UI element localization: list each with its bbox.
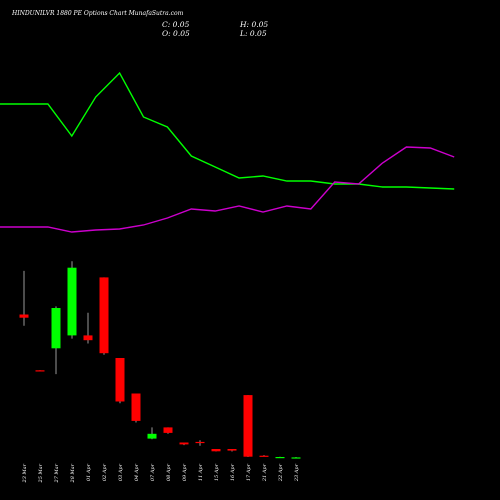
candle-body [259, 455, 269, 457]
candle-body [211, 449, 221, 452]
candle-body [163, 427, 173, 433]
x-tick-label: 08 Apr [166, 463, 172, 481]
candle-body [115, 358, 125, 402]
readout-low: L: 0.05 [239, 29, 267, 38]
candle-body [35, 370, 45, 372]
candle [227, 449, 237, 452]
candle-body [99, 277, 109, 354]
candle-body [227, 449, 237, 451]
x-tick-label: 11 Apr [198, 463, 204, 481]
x-tick-label: 15 Apr [214, 463, 220, 481]
candle [195, 440, 205, 446]
candle-body [83, 335, 93, 341]
x-tick-label: 04 Apr [134, 463, 140, 481]
chart-title: HINDUNILVR 1880 PE Options Chart MunafaS… [11, 10, 184, 17]
x-tick-label: 16 Apr [230, 463, 236, 481]
candle-body [243, 395, 253, 457]
x-tick-label: 17 Apr [246, 463, 252, 481]
candle [131, 393, 141, 423]
x-tick-label: 01 Apr [86, 463, 92, 481]
candle-body [19, 314, 29, 318]
readout-open: O: 0.05 [162, 29, 190, 38]
candle [115, 358, 125, 404]
x-tick-label: 02 Apr [102, 463, 108, 481]
candle [67, 261, 77, 339]
readout-close: C: 0.05 [162, 20, 190, 29]
x-tick-label: 23 Apr [294, 463, 300, 482]
candle [19, 270, 29, 326]
x-tick-label: 27 Mar [54, 463, 60, 483]
x-tick-label: 28 Mar [70, 463, 76, 483]
candle [259, 455, 269, 457]
x-tick-label: 25 Mar [38, 463, 44, 483]
candle-body [195, 441, 205, 444]
candle [99, 277, 109, 355]
candle [51, 306, 61, 375]
candles [19, 261, 301, 459]
candle [291, 457, 301, 459]
candle-body [147, 433, 157, 439]
overlay-line-2 [0, 146, 455, 233]
candle [163, 427, 173, 434]
candle [179, 442, 189, 446]
candle [211, 449, 221, 452]
candle [35, 370, 45, 372]
x-tick-label: 21 Apr [262, 463, 268, 482]
x-tick-label: 03 Apr [118, 463, 124, 481]
candle [275, 456, 285, 459]
candle [147, 427, 157, 440]
x-tick-label: 22 Apr [278, 463, 284, 482]
overlay-lines [0, 71, 455, 233]
candle [243, 395, 253, 457]
candle-body [131, 393, 141, 421]
readout-high: H: 0.05 [239, 20, 268, 29]
x-tick-label: 07 Apr [150, 463, 156, 481]
candle [83, 312, 93, 344]
candle-body [291, 457, 301, 459]
overlay-line-1 [0, 71, 455, 190]
x-tick-label: 09 Apr [182, 463, 188, 481]
candle-body [51, 308, 61, 349]
candle-body [275, 457, 285, 459]
x-axis-ticks: 23 Mar 25 Mar 27 Mar 28 Mar 01 Apr 02 Apr 03 A… [22, 463, 300, 483]
candle-body [179, 442, 189, 445]
x-tick-label: 23 Mar [22, 463, 28, 483]
candle-body [67, 267, 77, 336]
